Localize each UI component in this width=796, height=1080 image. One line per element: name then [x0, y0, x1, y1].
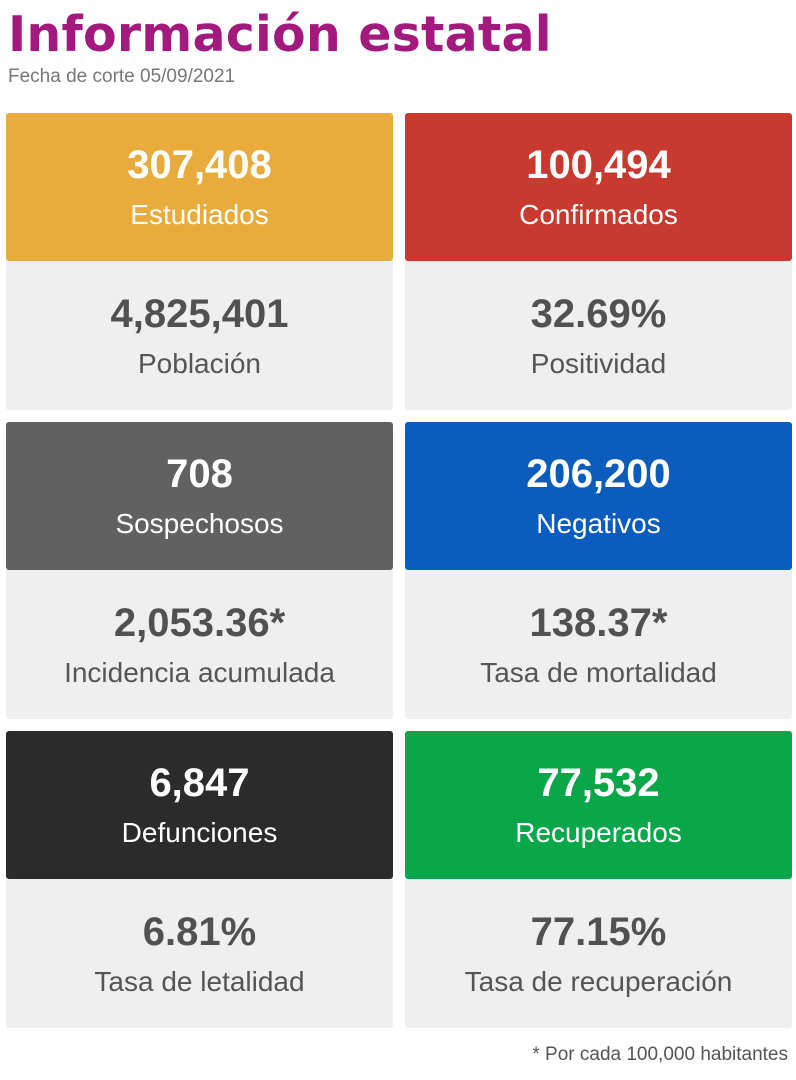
negativos-label: Negativos — [536, 508, 661, 539]
estudiados-value: 307,408 — [127, 143, 272, 187]
card-top-confirmados: 100,494 Confirmados — [405, 113, 792, 261]
card-sospechosos: 708 Sospechosos 2,053.36* Incidencia acu… — [6, 422, 393, 719]
stats-grid: 307,408 Estudiados 4,825,401 Población 1… — [6, 113, 792, 1028]
recuperacion-label: Tasa de recuperación — [464, 965, 733, 997]
incidencia-label: Incidencia acumulada — [64, 656, 335, 688]
card-bottom-mortalidad: 138.37* Tasa de mortalidad — [405, 570, 792, 719]
sospechosos-value: 708 — [166, 452, 233, 496]
page-title: Información estatal — [8, 6, 552, 63]
card-bottom-recuperacion: 77.15% Tasa de recuperación — [405, 879, 792, 1028]
recuperados-label: Recuperados — [515, 817, 682, 848]
defunciones-label: Defunciones — [121, 817, 278, 848]
mortalidad-label: Tasa de mortalidad — [480, 656, 717, 688]
sospechosos-label: Sospechosos — [115, 508, 284, 539]
footnote: * Por cada 100,000 habitantes — [532, 1044, 788, 1065]
card-recuperados: 77,532 Recuperados 77.15% Tasa de recupe… — [405, 731, 792, 1028]
card-top-recuperados: 77,532 Recuperados — [405, 731, 792, 879]
card-top-negativos: 206,200 Negativos — [405, 422, 792, 570]
recuperados-value: 77,532 — [537, 761, 660, 805]
card-negativos: 206,200 Negativos 138.37* Tasa de mortal… — [405, 422, 792, 719]
poblacion-label: Población — [138, 347, 261, 379]
positividad-value: 32.69% — [530, 291, 667, 336]
card-bottom-letalidad: 6.81% Tasa de letalidad — [6, 879, 393, 1028]
card-top-defunciones: 6,847 Defunciones — [6, 731, 393, 879]
recuperacion-value: 77.15% — [530, 909, 667, 954]
card-bottom-poblacion: 4,825,401 Población — [6, 261, 393, 410]
negativos-value: 206,200 — [526, 452, 671, 496]
positividad-label: Positividad — [530, 347, 667, 379]
estudiados-label: Estudiados — [130, 199, 269, 230]
card-bottom-incidencia: 2,053.36* Incidencia acumulada — [6, 570, 393, 719]
letalidad-value: 6.81% — [142, 909, 257, 954]
card-top-sospechosos: 708 Sospechosos — [6, 422, 393, 570]
poblacion-value: 4,825,401 — [110, 291, 289, 336]
incidencia-value: 2,053.36* — [113, 600, 286, 645]
card-defunciones: 6,847 Defunciones 6.81% Tasa de letalida… — [6, 731, 393, 1028]
card-confirmados: 100,494 Confirmados 32.69% Positividad — [405, 113, 792, 410]
mortalidad-value: 138.37* — [529, 600, 668, 645]
card-top-estudiados: 307,408 Estudiados — [6, 113, 393, 261]
confirmados-label: Confirmados — [519, 199, 678, 230]
card-estudiados: 307,408 Estudiados 4,825,401 Población — [6, 113, 393, 410]
defunciones-value: 6,847 — [149, 761, 250, 805]
confirmados-value: 100,494 — [526, 143, 671, 187]
card-bottom-positividad: 32.69% Positividad — [405, 261, 792, 410]
cutoff-date: Fecha de corte 05/09/2021 — [8, 66, 236, 87]
letalidad-label: Tasa de letalidad — [94, 965, 305, 997]
